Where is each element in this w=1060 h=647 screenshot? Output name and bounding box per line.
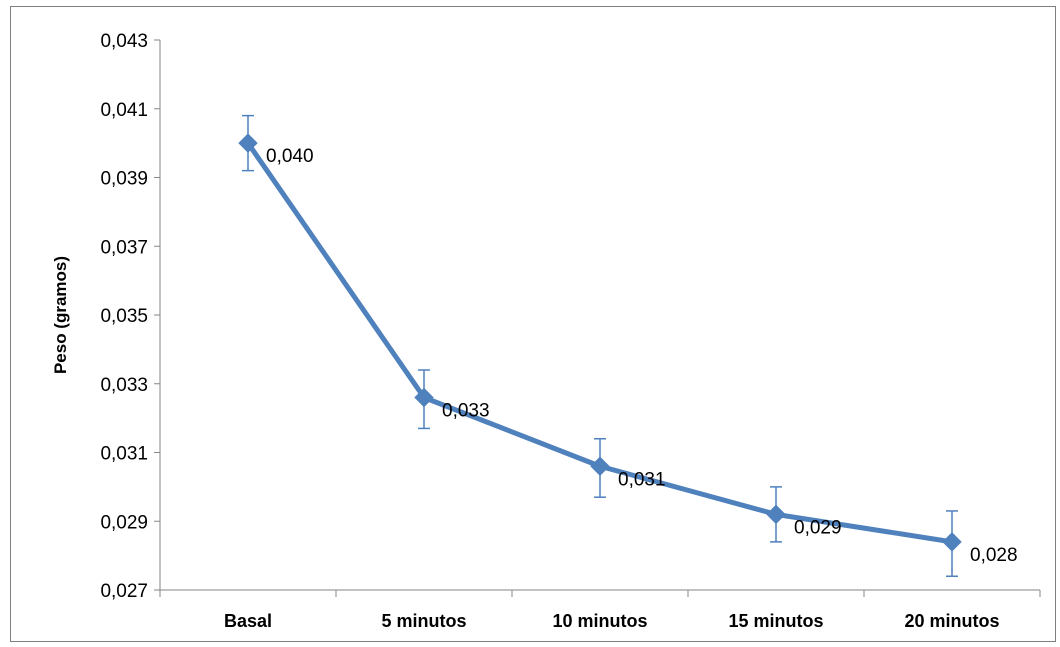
chart-frame (10, 6, 1056, 642)
y-tick-label: 0,027 (100, 581, 148, 602)
data-label: 0,033 (442, 401, 490, 422)
x-tick-label: 15 minutos (728, 611, 823, 631)
y-tick-label: 0,033 (100, 375, 148, 396)
x-tick-label: 10 minutos (552, 611, 647, 631)
data-label: 0,028 (970, 545, 1018, 566)
y-tick-label: 0,035 (100, 306, 148, 327)
y-tick-label: 0,031 (100, 444, 148, 465)
y-tick-label: 0,039 (100, 169, 148, 190)
data-point (942, 532, 962, 552)
x-axis: Basal 5 minutos 10 minutos 15 minutos 20 min… (159, 589, 1041, 631)
data-labels: 0,040 0,033 0,031 0,029 0,028 (266, 146, 1018, 566)
y-axis-title: Peso (gramos) (51, 256, 70, 374)
y-axis: 0,027 0,029 0,031 0,033 0,035 0,037 0,039 0,041… (100, 31, 161, 602)
x-tick-label: 5 minutos (381, 611, 466, 631)
y-tick-label: 0,043 (100, 31, 148, 52)
x-tick-label: Basal (224, 611, 272, 631)
markers (238, 133, 962, 552)
data-point (590, 456, 610, 476)
data-point (766, 504, 786, 525)
y-tick-label: 0,041 (100, 100, 148, 121)
x-tick-label: 20 minutos (904, 611, 999, 631)
error-bars (242, 114, 958, 577)
data-point (238, 133, 258, 153)
data-label: 0,029 (794, 517, 842, 538)
data-label: 0,040 (266, 146, 314, 167)
data-label: 0,031 (618, 469, 666, 490)
y-tick-label: 0,037 (100, 237, 148, 258)
data-point (414, 387, 434, 408)
y-tick-label: 0,029 (100, 512, 148, 533)
